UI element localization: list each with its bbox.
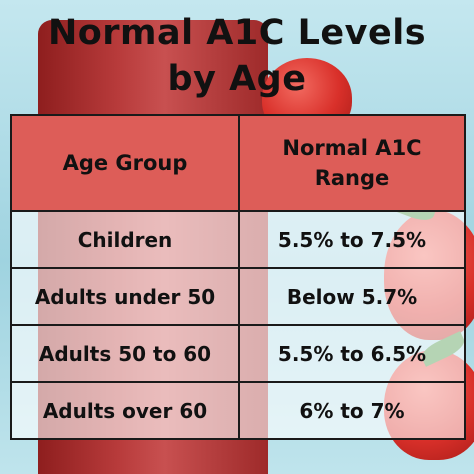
table-header-row: Age Group Normal A1C Range <box>10 114 466 212</box>
age-group-cell: Children <box>10 210 240 269</box>
table-row: Adults under 50 Below 5.7% <box>10 267 466 326</box>
header-age-group: Age Group <box>10 114 240 212</box>
a1c-range-cell: Below 5.7% <box>238 267 466 326</box>
table-row: Children 5.5% to 7.5% <box>10 210 466 269</box>
age-group-cell: Adults over 60 <box>10 381 240 440</box>
a1c-range-cell: 5.5% to 6.5% <box>238 324 466 383</box>
a1c-levels-table: Age Group Normal A1C Range Children 5.5%… <box>10 114 466 440</box>
title-area: Normal A1C Levels by Age <box>0 0 474 112</box>
table-row: Adults over 60 6% to 7% <box>10 381 466 440</box>
a1c-range-cell: 6% to 7% <box>238 381 466 440</box>
header-normal-a1c-range: Normal A1C Range <box>238 114 466 212</box>
page-title: Normal A1C Levels by Age <box>47 13 427 99</box>
table-row: Adults 50 to 60 5.5% to 6.5% <box>10 324 466 383</box>
age-group-cell: Adults 50 to 60 <box>10 324 240 383</box>
age-group-cell: Adults under 50 <box>10 267 240 326</box>
a1c-range-cell: 5.5% to 7.5% <box>238 210 466 269</box>
